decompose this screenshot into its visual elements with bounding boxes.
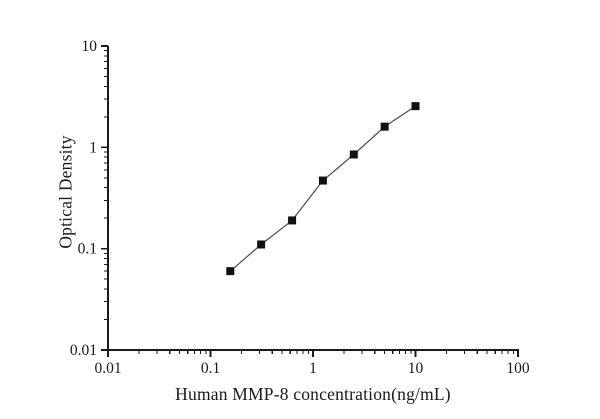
data-point-marker	[288, 216, 297, 225]
y-axis-title: Optical Density	[55, 135, 76, 249]
x-tick-label: 0.1	[201, 360, 220, 377]
x-tick-label: 10	[408, 360, 424, 377]
x-tick-label: 1	[309, 360, 317, 377]
data-point-marker	[380, 122, 389, 131]
data-point-marker	[226, 267, 235, 276]
x-axis-title: Human MMP-8 concentration(ng/mL)	[175, 384, 451, 404]
y-tick-label: 10	[82, 38, 98, 55]
data-point-marker	[411, 102, 420, 111]
x-tick-label: 100	[506, 360, 530, 377]
y-tick-label: 1	[89, 139, 97, 156]
x-tick-label: 0.01	[94, 360, 121, 377]
y-tick-label: 0.1	[78, 241, 97, 258]
data-point-marker	[318, 176, 327, 185]
data-point-marker	[257, 240, 266, 249]
data-point-marker	[349, 150, 358, 159]
y-tick-label: 0.01	[70, 342, 97, 359]
